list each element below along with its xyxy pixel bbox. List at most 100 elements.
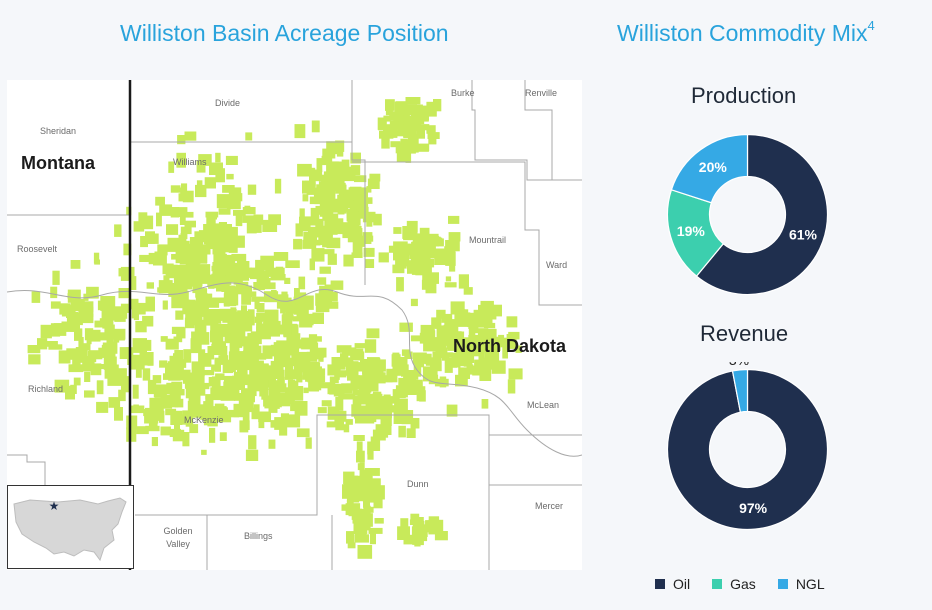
acreage-patch	[190, 338, 199, 354]
acreage-patch	[348, 222, 360, 235]
us-outline: ★	[13, 497, 127, 562]
acreage-patch	[137, 302, 146, 315]
acreage-patch	[481, 399, 489, 409]
acreage-patch	[253, 214, 264, 225]
acreage-patch	[502, 344, 508, 359]
acreage-patch	[114, 407, 123, 421]
acreage-patch	[214, 239, 224, 253]
acreage-patch	[305, 355, 318, 362]
acreage-patch	[119, 347, 130, 359]
acreage-patch	[368, 527, 383, 534]
acreage-patch	[228, 351, 240, 365]
acreage-patch	[73, 377, 81, 386]
revenue-donut-chart: 97% 3%	[666, 362, 829, 531]
acreage-patch	[314, 229, 329, 238]
acreage-patch	[86, 286, 99, 299]
acreage-patch	[201, 246, 211, 255]
acreage-patch	[28, 354, 41, 365]
acreage-patch	[379, 130, 394, 139]
acreage-patch	[184, 131, 197, 141]
legend-swatch-gas	[712, 579, 723, 589]
acreage-patch	[294, 401, 308, 416]
acreage-patch	[338, 202, 345, 214]
acreage-patch	[228, 246, 238, 253]
acreage-patch	[171, 381, 183, 392]
acreage-patch	[407, 138, 419, 153]
acreage-patch	[405, 150, 412, 163]
acreage-patch	[163, 373, 174, 380]
acreage-patch	[176, 152, 186, 168]
acreage-patch	[400, 518, 409, 528]
acreage-patch	[50, 301, 61, 309]
acreage-patch	[208, 408, 220, 415]
county-label-ward: Ward	[546, 260, 568, 270]
acreage-patch	[78, 337, 84, 348]
county-label-dunn: Dunn	[407, 479, 429, 489]
acreage-patch	[386, 368, 393, 383]
acreage-patch	[258, 411, 271, 423]
acreage-patch	[177, 135, 186, 145]
acreage-patch	[317, 277, 327, 285]
acreage-patch	[297, 163, 312, 177]
acreage-patch	[182, 369, 191, 384]
acreage-patch	[170, 185, 181, 193]
acreage-patch	[207, 416, 218, 427]
acreage-patch	[179, 252, 195, 265]
acreage-patch	[247, 386, 257, 397]
acreage-patch	[356, 239, 365, 247]
acreage-patch	[302, 180, 311, 194]
acreage-patch	[428, 374, 439, 385]
legend-label-gas: Gas	[730, 576, 756, 592]
acreage-patch	[334, 371, 340, 380]
acreage-patch	[373, 213, 382, 226]
acreage-patch	[354, 534, 369, 543]
acreage-patch	[343, 471, 355, 485]
legend-label-ngl: NGL	[795, 576, 825, 592]
acreage-patch	[215, 327, 229, 337]
acreage-patch	[133, 306, 139, 321]
acreage-patch	[446, 404, 458, 417]
acreage-patch	[354, 175, 367, 183]
acreage-patch	[160, 336, 168, 342]
acreage-patch	[178, 299, 191, 306]
acreage-patch	[356, 441, 363, 454]
acreage-patch	[342, 393, 356, 400]
acreage-patch	[403, 114, 410, 125]
acreage-patch	[428, 243, 436, 256]
acreage-patch	[257, 373, 267, 381]
acreage-patch	[219, 265, 230, 273]
acreage-patch	[154, 251, 167, 265]
county-label-mountrail: Mountrail	[469, 235, 507, 245]
acreage-patch	[204, 370, 215, 376]
acreage-patch	[367, 478, 381, 487]
acreage-patch	[174, 398, 184, 408]
acreage-patch	[194, 319, 207, 334]
acreage-patch	[241, 293, 251, 305]
legend-item-oil: Oil	[655, 576, 690, 592]
acreage-patch	[356, 415, 364, 422]
acreage-patch	[274, 383, 287, 393]
acreage-patch	[435, 237, 443, 246]
acreage-layer	[27, 97, 523, 559]
acreage-patch	[68, 364, 84, 373]
county-label-williams: Williams	[173, 157, 207, 167]
acreage-patch	[366, 217, 373, 227]
acreage-patch	[223, 325, 235, 334]
acreage-patch	[145, 407, 152, 415]
acreage-patch	[310, 174, 325, 182]
acreage-patch	[326, 421, 337, 428]
acreage-patch	[335, 396, 344, 411]
acreage-patch	[407, 246, 414, 255]
acreage-patch	[449, 265, 456, 272]
acreage-patch	[289, 300, 296, 306]
acreage-patch	[285, 414, 301, 428]
acreage-patch	[354, 351, 362, 361]
acreage-patch	[432, 351, 445, 358]
acreage-patch	[310, 207, 320, 220]
acreage-patch	[129, 405, 145, 414]
acreage-patch	[370, 436, 381, 451]
acreage-patch	[94, 320, 104, 328]
acreage-patch	[213, 263, 224, 276]
acreage-patch	[369, 531, 376, 545]
acreage-patch	[65, 385, 75, 400]
